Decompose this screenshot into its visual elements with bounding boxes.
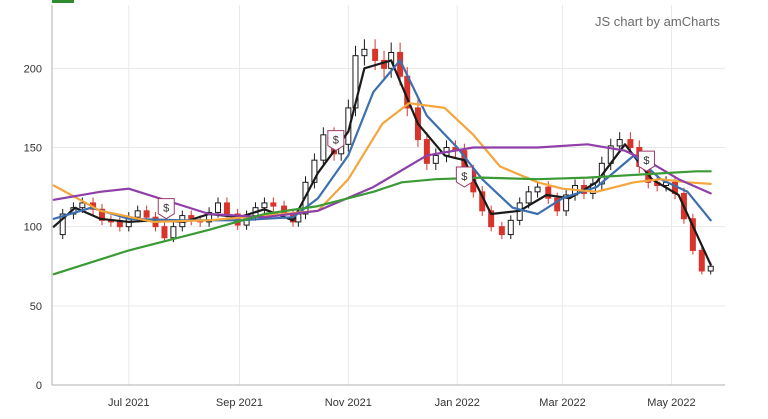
y-tick-label: 50: [30, 301, 42, 313]
y-tick-label: 0: [36, 380, 42, 392]
candle-body: [689, 218, 696, 251]
x-tick-label: Nov 2021: [325, 397, 372, 409]
x-tick-label: Jul 2021: [108, 397, 150, 409]
dividend-flag: $: [455, 166, 473, 188]
dividend-flag: $: [637, 150, 655, 172]
candle-body: [525, 191, 532, 204]
candle-body: [432, 154, 439, 164]
candle-body: [423, 139, 430, 164]
candle-body: [215, 202, 222, 213]
flag-shape: [157, 198, 175, 220]
candle-body: [627, 139, 634, 148]
candle-body: [261, 202, 268, 209]
x-tick-label: Sep 2021: [216, 397, 263, 409]
candle-body: [143, 210, 150, 218]
candle-body: [563, 194, 570, 212]
y-tick-label: 200: [24, 63, 42, 75]
candle-body: [507, 219, 514, 236]
candle-body: [616, 139, 623, 147]
flag-shape: [327, 130, 345, 152]
x-tick-label: May 2022: [647, 397, 695, 409]
candle-body: [534, 186, 541, 193]
flag-label: $: [163, 203, 169, 215]
candle-body: [352, 55, 359, 109]
moving-averages: [52, 59, 712, 276]
candle-body: [79, 202, 86, 209]
candle-body: [372, 48, 379, 61]
flag-shape: [455, 166, 473, 188]
candle-body: [98, 208, 105, 221]
flag-shape: [637, 150, 655, 172]
dividend-flag: $: [157, 198, 175, 220]
series-line-1: [52, 59, 712, 266]
candle-body: [320, 134, 327, 161]
candle-body: [698, 249, 705, 272]
axes: 0 50 100 150 200 Jul 2021 Sep 2021 Nov 2021 Jan …: [24, 5, 725, 409]
candle-body: [498, 226, 505, 236]
candle-body: [545, 186, 552, 199]
candle-body: [170, 226, 177, 239]
candle-body: [361, 48, 368, 57]
candle-body: [311, 159, 318, 183]
annotations: $ $ $ $: [157, 130, 655, 220]
candle-body: [59, 213, 66, 236]
flag-label: $: [461, 171, 467, 183]
candle-body: [554, 197, 561, 212]
candle-body: [206, 211, 213, 223]
dividend-flag: $: [327, 130, 345, 152]
candle-body: [488, 210, 495, 228]
chart-credit[interactable]: JS chart by amCharts: [595, 14, 720, 29]
candle-body: [223, 202, 230, 215]
y-tick-label: 150: [24, 143, 42, 155]
flag-label: $: [333, 135, 339, 147]
candle-body: [161, 226, 168, 239]
series-line-3: [52, 102, 712, 223]
y-tick-label: 100: [24, 222, 42, 234]
candle-body: [116, 221, 123, 228]
legend-swatch[interactable]: [52, 0, 74, 3]
candle-body: [270, 202, 277, 207]
x-tick-label: Mar 2022: [539, 397, 585, 409]
candle-body: [134, 210, 141, 218]
flag-label: $: [643, 155, 649, 167]
series-line-5: [52, 170, 712, 276]
x-tick-label: Jan 2022: [435, 397, 480, 409]
candle-body: [707, 265, 714, 272]
